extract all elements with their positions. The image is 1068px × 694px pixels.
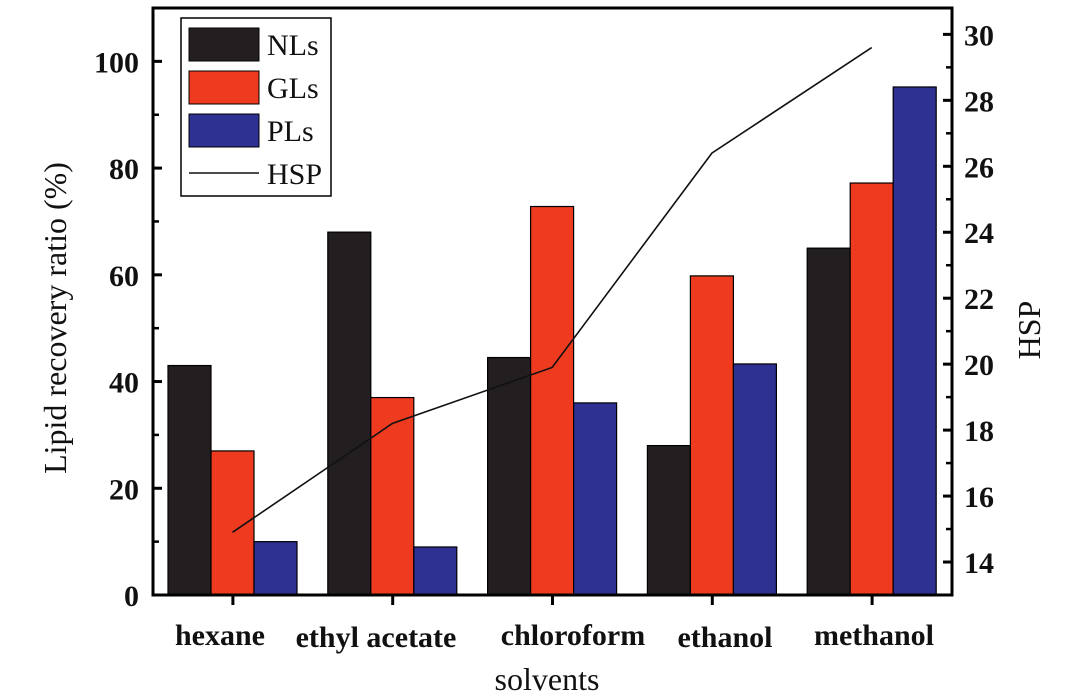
legend-swatch-pls <box>188 113 260 148</box>
legend-label-pls: PLs <box>267 115 314 148</box>
bar-pls-chloroform <box>572 402 618 596</box>
bar-nls-methanol <box>806 247 851 596</box>
y2-tick-label-20: 20 <box>964 349 994 382</box>
y2-tick-label-24: 24 <box>964 217 994 250</box>
y2-tick-label-28: 28 <box>964 85 994 118</box>
x-tick-label-ethanol: ethanol <box>677 621 772 654</box>
legend-label-nls: NLs <box>267 29 319 62</box>
bar-pls-hexane <box>253 541 298 596</box>
y-tick-label-20: 20 <box>109 473 139 506</box>
bar-nls-ethyl-acetate <box>327 231 372 596</box>
y2-tick-label-22: 22 <box>964 283 994 316</box>
y-tick-label-60: 60 <box>109 260 139 293</box>
x-tick-label-hexane: hexane <box>175 619 265 652</box>
bars-layer <box>167 86 937 596</box>
legend-label-hsp: HSP <box>267 158 322 191</box>
y2-tick-label-30: 30 <box>964 19 994 52</box>
legend-swatch-gls <box>188 70 260 105</box>
bar-gls-ethanol <box>689 275 735 596</box>
y2-tick-label-26: 26 <box>964 151 994 184</box>
x-tick-label-chloroform: chloroform <box>501 619 645 652</box>
y-tick-label-80: 80 <box>109 153 139 186</box>
bar-pls-ethanol <box>732 363 778 596</box>
y2-tick-label-14: 14 <box>964 547 994 580</box>
bar-gls-ethyl-acetate <box>370 396 415 596</box>
y-tick-label-100: 100 <box>94 46 139 79</box>
y-axis-title: Lipid recovery ratio (%) <box>37 162 73 474</box>
axes-layer: 0 20 40 60 80 100 14 16 18 20 22 24 26 28 30 hexane ethy… <box>94 6 994 654</box>
hsp-line <box>232 46 873 534</box>
legend: NLs GLs PLs HSP <box>180 17 332 197</box>
bar-nls-hexane <box>167 364 212 596</box>
bar-pls-methanol <box>892 86 937 596</box>
y2-axis-title: HSP <box>1011 301 1047 360</box>
y2-tick-label-18: 18 <box>964 415 994 448</box>
legend-label-gls: GLs <box>267 72 319 105</box>
legend-swatch-nls <box>188 27 260 62</box>
bar-nls-chloroform <box>487 356 532 596</box>
bar-gls-chloroform <box>529 205 575 596</box>
bar-pls-ethyl-acetate <box>413 546 458 596</box>
x-tick-label-methanol: methanol <box>814 619 934 652</box>
bar-gls-methanol <box>849 182 894 596</box>
x-axis-title: solvents <box>495 661 600 694</box>
hsp-line-layer <box>232 46 873 534</box>
y2-tick-label-16: 16 <box>964 481 994 514</box>
y-tick-label-0: 0 <box>124 580 139 613</box>
x-tick-label-ethyl-acetate: ethyl acetate <box>296 621 457 654</box>
bar-nls-ethanol <box>646 444 692 596</box>
y-tick-label-40: 40 <box>109 367 139 400</box>
